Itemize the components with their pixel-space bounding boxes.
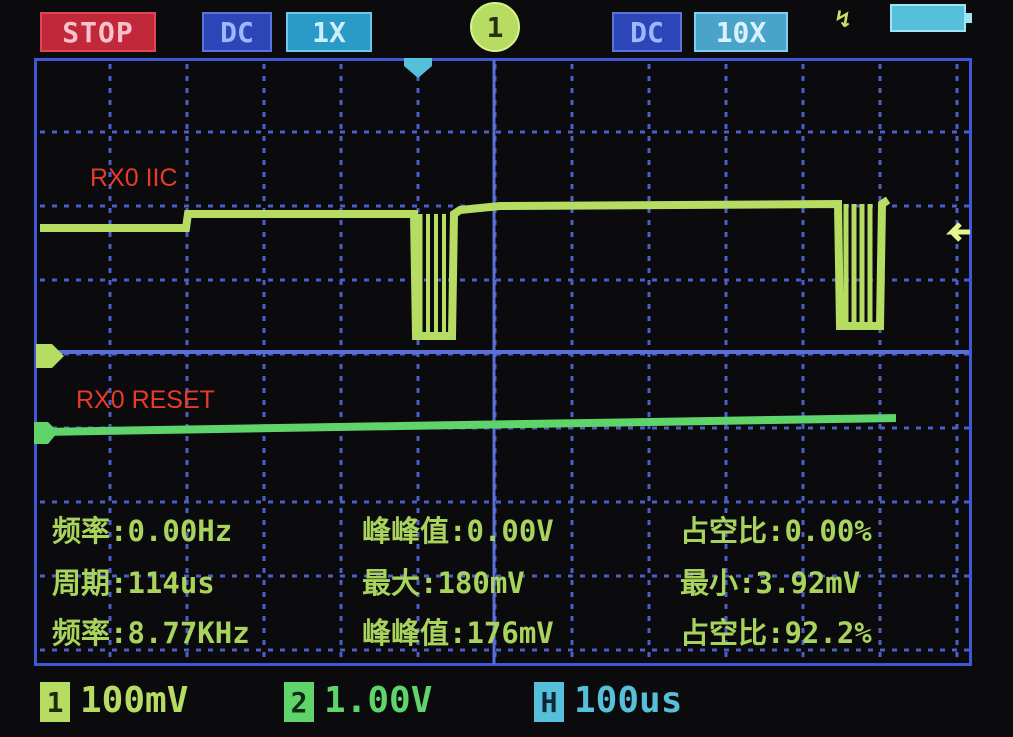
- ch1-coupling-badge[interactable]: DC: [202, 12, 272, 52]
- measurement-minimum: 最小:3.92mV: [680, 566, 861, 600]
- ch1-probe-badge[interactable]: 1X: [286, 12, 372, 52]
- measurement-peak-to-peak-1: 峰峰值:0.00V: [362, 514, 554, 548]
- trigger-edge-icon: ↯: [835, 5, 851, 33]
- measurement-duty-cycle-1: 占空比:0.00%: [680, 514, 872, 548]
- ch1-volts-per-div[interactable]: 100mV: [80, 680, 189, 721]
- ch2-coupling-badge[interactable]: DC: [612, 12, 682, 52]
- timebase-tag[interactable]: H: [534, 682, 564, 722]
- measurement-peak-to-peak-2: 峰峰值:176mV: [362, 616, 554, 650]
- ch2-trace-label: RX0 RESET: [76, 386, 215, 414]
- ch2-ground-marker[interactable]: [34, 422, 58, 444]
- ch1-ground-marker[interactable]: [36, 344, 64, 368]
- active-channel-indicator[interactable]: 1: [470, 2, 520, 52]
- waveform-display-frame: [34, 58, 972, 666]
- battery-icon: [890, 4, 972, 32]
- measurement-period: 周期:114us: [52, 566, 215, 600]
- measurement-maximum: 最大:180mV: [362, 566, 525, 600]
- ch2-volts-per-div[interactable]: 1.00V: [324, 680, 433, 721]
- trigger-level-arrow[interactable]: [945, 222, 970, 242]
- measurement-duty-cycle-2: 占空比:92.2%: [680, 616, 872, 650]
- measurement-frequency-2: 频率:8.77KHz: [52, 616, 250, 650]
- run-stop-indicator[interactable]: STOP: [40, 12, 156, 52]
- ch2-probe-badge[interactable]: 10X: [694, 12, 788, 52]
- ch1-scale-tag[interactable]: 1: [40, 682, 70, 722]
- measurement-frequency-1: 频率:0.00Hz: [52, 514, 233, 548]
- ch2-waveform: [39, 414, 897, 436]
- timebase-per-div[interactable]: 100us: [574, 680, 683, 721]
- ch2-scale-tag[interactable]: 2: [284, 682, 314, 722]
- ch1-trace-label: RX0 IIC: [90, 164, 178, 192]
- trigger-position-marker[interactable]: [404, 58, 432, 78]
- ch1-waveform: [40, 196, 891, 340]
